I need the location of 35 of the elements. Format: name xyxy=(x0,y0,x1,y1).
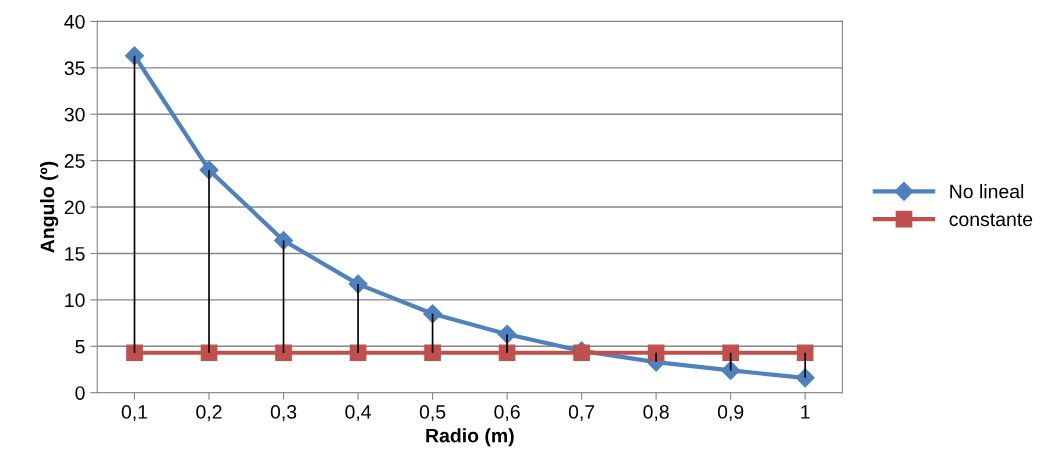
x-tick-label: 0,9 xyxy=(717,405,744,422)
point xyxy=(424,344,441,362)
y-tick-label: 10 xyxy=(65,293,85,308)
x-tick-label: 0,5 xyxy=(419,405,446,422)
point xyxy=(796,344,814,362)
point xyxy=(200,344,218,362)
x-tick-label: 0,2 xyxy=(196,405,222,422)
y-tick-label: 0 xyxy=(75,386,85,400)
y-tick-label: 35 xyxy=(64,61,85,76)
x-tick-label: 0,6 xyxy=(494,405,520,422)
point xyxy=(349,344,367,362)
point xyxy=(423,304,443,324)
x-axis-title: Radio (m) xyxy=(426,428,514,447)
y-axis-title: Angulo (º) xyxy=(40,161,59,253)
x-tick-label: 1 xyxy=(801,405,810,419)
x-tick-label: 0,8 xyxy=(643,405,669,422)
point xyxy=(274,230,294,251)
point xyxy=(126,344,143,362)
x-tick-label: 0,1 xyxy=(121,405,148,422)
x-tick-label: 0,7 xyxy=(568,405,595,422)
point xyxy=(721,360,741,380)
y-tick-label: 25 xyxy=(64,154,85,168)
y-tick-label: 5 xyxy=(75,339,85,354)
legend-label: constante xyxy=(949,213,1033,227)
legend-label: No lineal xyxy=(950,184,1024,199)
y-tick-label: 20 xyxy=(64,200,85,215)
y-tick-label: 40 xyxy=(64,14,85,29)
y-tick-label: 30 xyxy=(64,107,85,122)
point xyxy=(722,344,739,362)
x-tick-label: 0,3 xyxy=(270,405,297,422)
point xyxy=(498,344,516,362)
x-tick-label: 0,4 xyxy=(345,405,372,422)
y-tick-label: 15 xyxy=(65,247,85,261)
point xyxy=(647,344,665,362)
point xyxy=(275,344,292,362)
